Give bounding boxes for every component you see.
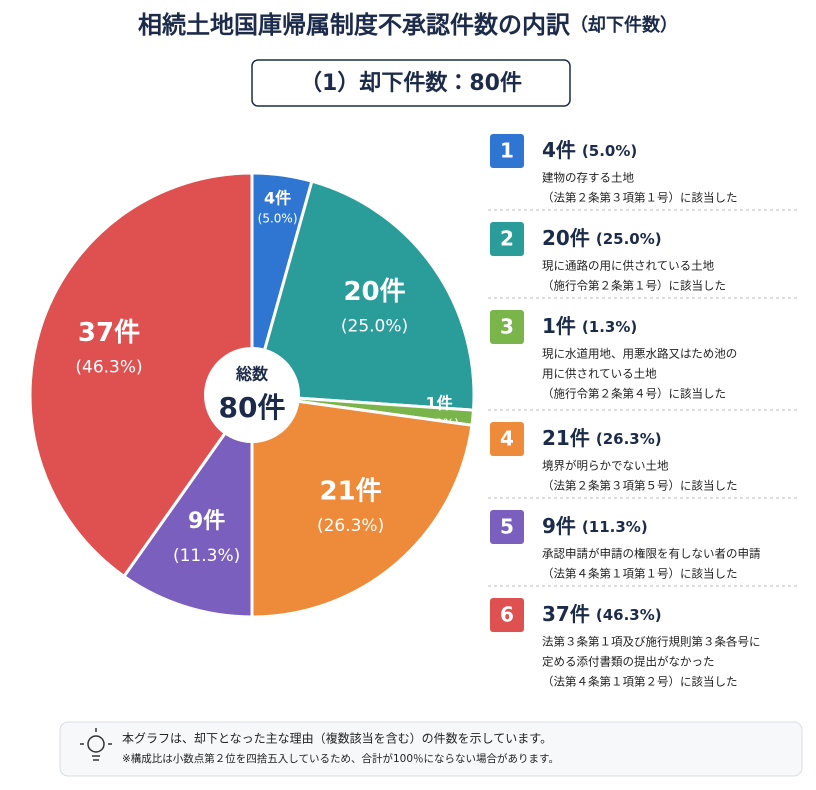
- legend-description: 承認申請が申請の権限を有しない者の申請: [542, 547, 761, 561]
- slice-value-label: 37件: [78, 318, 140, 348]
- legend-description: （施行令第２条第４号）に該当した: [542, 387, 726, 401]
- legend-description: 現に水道用地、用悪水路又はため池の: [542, 347, 737, 361]
- legend-description: 現に通路の用に供されている土地: [542, 259, 715, 273]
- pie-slice: [250, 393, 474, 619]
- slice-percent-label: (26.3%): [317, 516, 384, 536]
- legend-number: 6: [500, 603, 514, 627]
- legend-description: （法第４条第１項第２号）に該当した: [542, 675, 738, 689]
- slice-percent-label: (11.3%): [173, 546, 240, 566]
- legend-percent: (11.3%): [582, 518, 648, 536]
- legend-header: 21件 (26.3%): [542, 426, 662, 450]
- pie-slice: [250, 179, 476, 412]
- legend-header: 20件 (25.0%): [542, 226, 662, 250]
- legend-badge: [490, 310, 524, 344]
- legend-description: 用に供されている土地: [542, 367, 657, 381]
- legend-value: 1件: [542, 314, 576, 338]
- legend-percent: (1.3%): [582, 318, 637, 336]
- slice-value-label: 9件: [188, 509, 225, 534]
- center-total: 80件: [219, 391, 286, 424]
- legend-number: 2: [500, 227, 514, 251]
- legend-description: 建物の存する土地: [542, 171, 634, 185]
- bulb-icon: [80, 728, 112, 761]
- legend-value: 37件: [542, 602, 590, 626]
- legend-value: 9件: [542, 514, 576, 538]
- slice-percent-label: (5.0%): [258, 211, 298, 225]
- legend-percent: (5.0%): [582, 142, 637, 160]
- legend-badge: [490, 510, 524, 544]
- legend-description: 境界が明らかでない土地: [542, 459, 669, 473]
- slice-percent-label: (46.3%): [75, 358, 142, 378]
- slice-value-label: 20件: [343, 277, 405, 307]
- legend-description: （法第２条第３項第１号）に該当した: [542, 191, 738, 205]
- heading: （1）却下件数：80件: [300, 70, 522, 96]
- legend-description: （法第２条第３項第５号）に該当した: [542, 479, 738, 493]
- heading-box: [251, 59, 571, 107]
- legend-badge: [490, 422, 524, 456]
- note-box: [59, 721, 803, 777]
- legend-badge: [490, 134, 524, 168]
- slice-value-label: 21件: [319, 477, 381, 507]
- note: ※構成比は小数点第２位を四捨五入しているため、合計が100％にならない場合があり…: [122, 752, 559, 765]
- pie-slice: [28, 171, 254, 579]
- pie-slice: [121, 390, 254, 619]
- note: 本グラフは、却下となった主な理由（複数該当を含む）の件数を示しています。: [122, 731, 552, 746]
- legend-description: （法第４条第１項第１号）に該当した: [542, 567, 738, 581]
- legend-badge: [490, 598, 524, 632]
- legend-number: 1: [500, 139, 514, 163]
- legend-value: 21件: [542, 426, 590, 450]
- slice-percent-label: (25.0%): [341, 316, 408, 336]
- legend-header: 37件 (46.3%): [542, 602, 662, 626]
- slice-value-label: 1件: [425, 394, 452, 413]
- legend-header: 4件 (5.0%): [542, 138, 637, 162]
- legend-description: 定める添付書類の提出がなかった: [542, 655, 715, 669]
- legend-value: 20件: [542, 226, 590, 250]
- legend-number: 5: [500, 515, 514, 539]
- legend-number: 3: [500, 315, 514, 339]
- center-title: 総数: [235, 365, 269, 384]
- chart-title: 相続土地国庫帰属制度不承認件数の内訳（却下件数）: [138, 11, 678, 39]
- legend-description: （施行令第２条第１号）に該当した: [542, 279, 726, 293]
- legend-badge: [490, 222, 524, 256]
- title-main: 相続土地国庫帰属制度不承認件数の内訳: [138, 11, 570, 39]
- legend-percent: (46.3%): [596, 606, 662, 624]
- subtitle: （却下件数）: [570, 14, 678, 36]
- legend-percent: (25.0%): [596, 230, 662, 248]
- donut-hole: [204, 347, 300, 443]
- legend-header: 1件 (1.3%): [542, 314, 637, 338]
- legend-value: 4件: [542, 138, 576, 162]
- legend-number: 4: [500, 427, 514, 451]
- slice-value-label: 4件: [264, 188, 291, 207]
- legend-header: 9件 (11.3%): [542, 514, 648, 538]
- legend-description: 法第３条第１項及び施行規則第３条各号に: [542, 635, 761, 649]
- legend-percent: (26.3%): [596, 430, 662, 448]
